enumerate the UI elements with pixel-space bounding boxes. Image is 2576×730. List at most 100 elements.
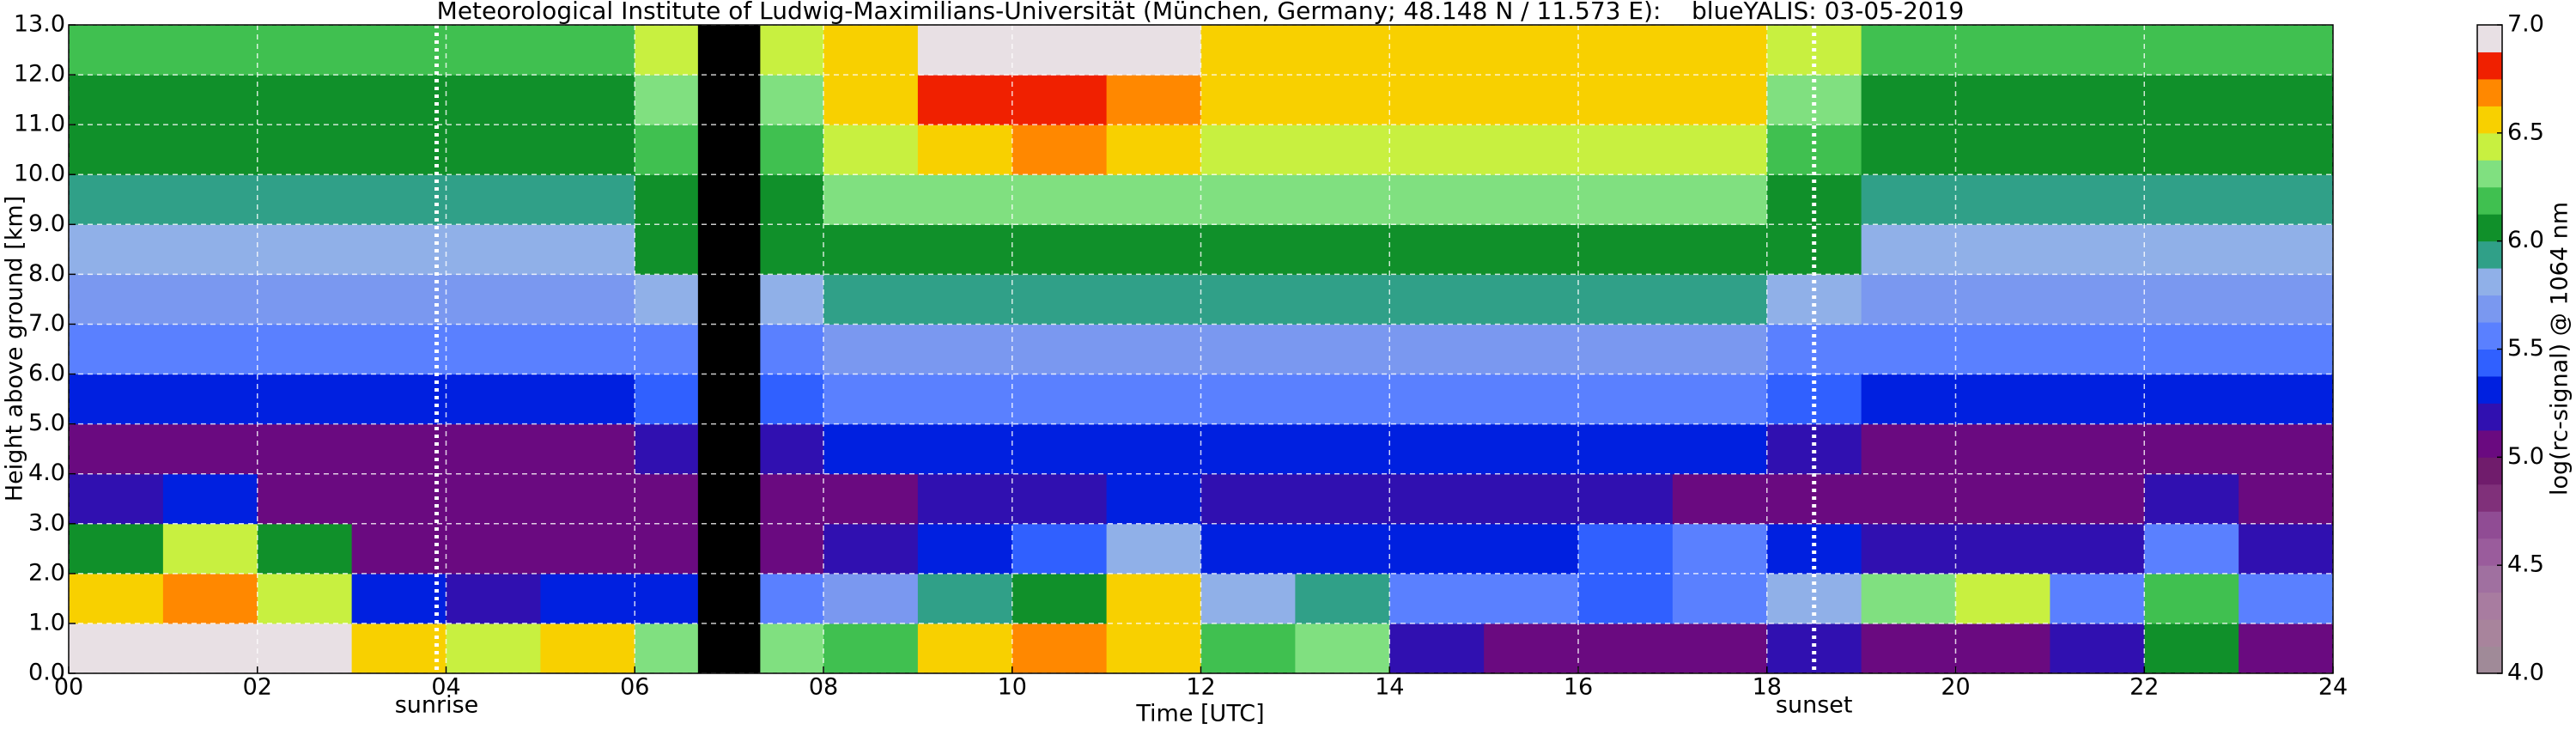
heatmap-cell	[823, 174, 919, 225]
colorbar-segment	[2477, 429, 2502, 458]
heatmap-cell	[1012, 125, 1108, 175]
heatmap-cell	[2050, 324, 2145, 375]
colorbar-tick-label: 7.0	[2507, 11, 2544, 38]
annotation-label: sunrise	[395, 692, 479, 719]
heatmap-cell	[1861, 623, 1956, 674]
heatmap-cell	[823, 573, 919, 624]
heatmap-cell	[257, 224, 353, 275]
heatmap-cell	[69, 623, 164, 674]
heatmap-cell	[69, 174, 164, 225]
heatmap-cell	[1672, 224, 1768, 275]
heatmap-cell	[162, 523, 258, 575]
heatmap-cell	[351, 25, 447, 76]
heatmap-cell	[917, 473, 1013, 525]
y-tick-label: 9.0	[28, 210, 65, 237]
heatmap-cell	[162, 25, 258, 76]
heatmap-cell	[1672, 623, 1768, 674]
heatmap-cell	[1389, 573, 1485, 624]
colorbar-segment	[2477, 240, 2502, 269]
heatmap-cell	[69, 75, 164, 125]
heatmap-cell	[2050, 374, 2145, 425]
heatmap-cell	[540, 75, 635, 125]
heatmap-cell	[1861, 523, 1956, 575]
y-tick-label: 0.0	[28, 660, 65, 686]
heatmap-cell	[1861, 573, 1956, 624]
heatmap-cell	[351, 174, 447, 225]
heatmap-cell	[69, 274, 164, 325]
heatmap-cell	[162, 473, 258, 525]
heatmap-cell	[1484, 623, 1579, 674]
heatmap-cell	[2239, 473, 2334, 525]
colorbar-segment	[2477, 349, 2502, 377]
heatmap-cell	[1200, 324, 1296, 375]
colorbar-label: log(rc-signal) @ 1064 nm	[2547, 202, 2573, 496]
x-tick-label: 02	[243, 674, 272, 701]
heatmap-cell	[1389, 75, 1485, 125]
y-tick-label: 12.0	[14, 61, 65, 88]
heatmap-cell	[1295, 224, 1390, 275]
y-axis-label: Height above ground [km]	[2, 196, 28, 502]
colorbar-tick-label: 5.0	[2507, 443, 2544, 470]
heatmap-cell	[1955, 174, 2050, 225]
heatmap-cell	[1012, 274, 1108, 325]
heatmap-cell	[917, 25, 1013, 76]
heatmap-cell	[917, 523, 1013, 575]
heatmap-cell	[69, 423, 164, 475]
heatmap-cell	[1389, 224, 1485, 275]
colorbar-segment	[2477, 484, 2502, 512]
heatmap-cell	[1200, 125, 1296, 175]
heatmap-cell	[917, 573, 1013, 624]
heatmap-cell	[1389, 125, 1485, 175]
x-tick-label: 10	[998, 674, 1027, 701]
heatmap-cell	[1012, 374, 1108, 425]
heatmap-cell	[351, 623, 447, 674]
heatmap-cell	[1955, 274, 2050, 325]
heatmap-cell	[1955, 324, 2050, 375]
heatmap-cell	[823, 623, 919, 674]
colorbar-segment	[2477, 52, 2502, 80]
heatmap-cell	[1295, 174, 1390, 225]
heatmap-cell	[917, 324, 1013, 375]
x-tick-label: 16	[1564, 674, 1593, 701]
heatmap-cell	[2050, 174, 2145, 225]
heatmap-cell	[540, 423, 635, 475]
heatmap-cell	[917, 224, 1013, 275]
heatmap-cell	[917, 623, 1013, 674]
heatmap-cell	[1389, 174, 1485, 225]
colorbar-segment	[2477, 160, 2502, 188]
heatmap-cell	[1672, 274, 1768, 325]
y-tick-label: 3.0	[28, 509, 65, 536]
heatmap-cell	[2050, 623, 2145, 674]
heatmap-cell	[1861, 75, 1956, 125]
heatmap-cell	[1672, 573, 1768, 624]
colorbar-segment	[2477, 132, 2502, 161]
heatmap-cell	[1578, 25, 1674, 76]
heatmap-cell	[1295, 75, 1390, 125]
colorbar-tick-label: 4.0	[2507, 660, 2544, 686]
heatmap-cell	[351, 324, 447, 375]
heatmap-cell	[1295, 423, 1390, 475]
heatmap-cell	[823, 324, 919, 375]
heatmap-cell	[257, 75, 353, 125]
heatmap-cell	[540, 274, 635, 325]
heatmap-cell	[446, 274, 541, 325]
heatmap-cell	[69, 523, 164, 575]
heatmap-cell	[1200, 25, 1296, 76]
heatmap-cell	[162, 224, 258, 275]
heatmap-cell	[351, 274, 447, 325]
heatmap-cell	[1766, 75, 1862, 125]
heatmap-cell	[1861, 374, 1956, 425]
heatmap-cell	[2239, 224, 2334, 275]
heatmap-cell	[2144, 324, 2239, 375]
heatmap-cell	[1578, 224, 1674, 275]
heatmap-cell	[446, 75, 541, 125]
heatmap-cell	[351, 423, 447, 475]
heatmap-cell	[446, 423, 541, 475]
heatmap-cell	[2144, 374, 2239, 425]
heatmap-cell	[446, 224, 541, 275]
heatmap-cell	[2050, 75, 2145, 125]
heatmap-cell	[823, 224, 919, 275]
heatmap-cell	[1106, 423, 1201, 475]
heatmap-cell	[2144, 623, 2239, 674]
heatmap-cell	[823, 473, 919, 525]
